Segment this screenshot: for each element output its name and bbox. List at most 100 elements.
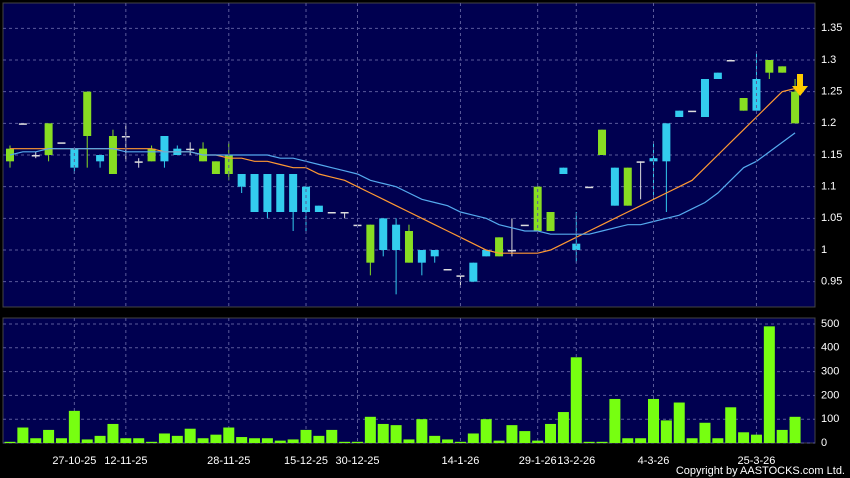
y-tick-label: 100 xyxy=(821,413,839,425)
candle-body xyxy=(482,250,491,257)
volume-bar xyxy=(480,419,492,443)
candle-body xyxy=(31,155,40,157)
x-tick-label: 14-1-26 xyxy=(441,455,479,467)
volume-bar xyxy=(493,440,505,443)
volume-panel xyxy=(2,317,816,444)
candle-body xyxy=(379,218,388,250)
candle-body xyxy=(598,129,607,155)
volume-bar xyxy=(789,416,801,443)
volume-bar xyxy=(609,398,621,443)
y-tick-label: 500 xyxy=(821,318,839,330)
volume-bar xyxy=(506,425,518,443)
volume-bar xyxy=(287,439,299,443)
candle-body xyxy=(546,212,555,231)
candle-body xyxy=(70,148,79,168)
candle-body xyxy=(417,250,426,263)
candle-body xyxy=(57,142,66,144)
x-tick-label: 29-1-26 xyxy=(519,455,557,467)
x-tick-label: 27-10-25 xyxy=(52,455,96,467)
volume-bar xyxy=(712,438,724,443)
candle-body xyxy=(237,174,246,187)
volume-bar xyxy=(467,433,479,443)
candle-body xyxy=(211,161,220,174)
volume-bar xyxy=(171,435,183,443)
candle-body xyxy=(314,205,323,212)
volume-bar xyxy=(300,429,312,443)
candle-body xyxy=(430,250,439,257)
candle-body xyxy=(469,262,478,282)
y-tick-label: 1.2 xyxy=(821,117,836,129)
volume-bar xyxy=(442,439,454,443)
volume-bar xyxy=(738,432,750,443)
y-tick-label: 1.15 xyxy=(821,149,842,161)
candle-body xyxy=(778,66,787,73)
volume-bar xyxy=(146,441,158,443)
y-tick-label: 1 xyxy=(821,244,827,256)
candle-body xyxy=(559,167,568,174)
volume-bar xyxy=(274,440,286,443)
volume-bar xyxy=(570,357,582,443)
candle-body xyxy=(623,167,632,206)
volume-bar xyxy=(454,441,466,443)
candle-body xyxy=(765,60,774,73)
volume-bar xyxy=(313,435,325,443)
volume-bar xyxy=(686,438,698,443)
candle-body xyxy=(147,148,156,162)
candle-body xyxy=(585,186,594,189)
x-tick-label: 28-11-25 xyxy=(207,455,250,467)
candle-body xyxy=(263,174,272,212)
volume-bar xyxy=(776,429,788,443)
candle-body xyxy=(520,224,529,227)
y-tick-label: 300 xyxy=(821,365,839,377)
candle-body xyxy=(456,275,465,277)
candle-body xyxy=(675,110,684,117)
copyright: Copyright by AASTOCKS.com Ltd. xyxy=(676,465,845,477)
candle-body xyxy=(443,269,452,271)
y-tick-label: 1.25 xyxy=(821,86,842,98)
signal-arrow xyxy=(792,74,808,96)
volume-bar xyxy=(519,431,531,443)
candle-body xyxy=(688,110,697,113)
volume-bar xyxy=(750,434,762,443)
candle-body xyxy=(392,224,401,250)
y-tick-label: 0.95 xyxy=(821,276,842,288)
volume-bar xyxy=(532,440,544,443)
volume-bar xyxy=(81,439,93,443)
volume-bar xyxy=(133,438,145,443)
candle-body xyxy=(96,155,105,162)
volume-bar xyxy=(596,441,608,443)
volume-bar xyxy=(107,423,119,443)
y-tick-label: 1.3 xyxy=(821,54,836,66)
volume-bar xyxy=(635,438,647,443)
candle-body xyxy=(791,91,800,124)
volume-bar xyxy=(725,407,737,443)
volume-bar xyxy=(416,419,428,443)
volume-bar xyxy=(55,438,67,443)
volume-bar xyxy=(261,438,273,443)
volume-bar xyxy=(763,326,775,443)
moving-average xyxy=(9,132,796,235)
candle-body xyxy=(495,237,504,257)
volume-bar xyxy=(17,427,29,443)
volume-bar xyxy=(30,438,42,443)
candle-body xyxy=(18,123,27,125)
candle-body xyxy=(327,212,336,214)
volume-bar xyxy=(377,423,389,443)
candle-body xyxy=(610,167,619,206)
y-tick-label: 200 xyxy=(821,389,839,401)
candle-body xyxy=(250,174,259,212)
candle-body xyxy=(636,161,645,163)
candle-body xyxy=(302,186,311,212)
volume-bar xyxy=(210,434,222,443)
candle-body xyxy=(108,136,117,174)
volume-bar xyxy=(223,427,235,443)
volume-bar xyxy=(403,439,415,443)
candle-body xyxy=(186,148,195,151)
volume-bar xyxy=(339,441,351,443)
candle-body xyxy=(289,174,298,212)
candle-body xyxy=(404,231,413,263)
volume-bar xyxy=(197,438,209,443)
y-tick-label: 1.1 xyxy=(821,181,836,193)
candle-body xyxy=(44,123,53,155)
volume-bar xyxy=(158,433,170,443)
